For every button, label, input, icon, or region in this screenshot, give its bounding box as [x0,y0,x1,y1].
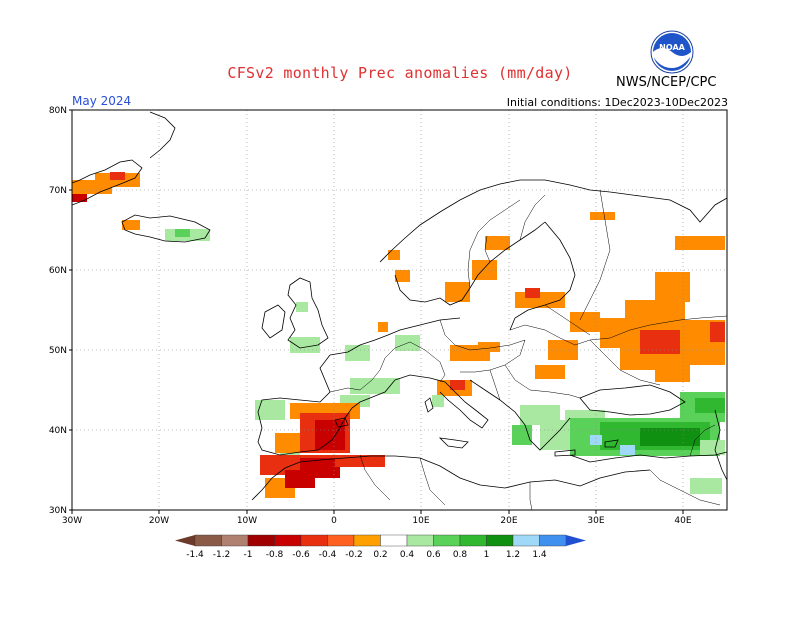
y-axis: 80N 70N 60N 50N 40N 30N [49,106,72,516]
colorbar-arrow-right [566,535,586,546]
chart-title: CFSv2 monthly Prec anomalies (mm/day) [227,64,573,82]
colorbar-swatch [327,534,355,547]
colorbar-label: -1.2 [213,550,231,560]
colorbar-swatch [247,534,275,547]
colorbar-label: 0.8 [453,550,468,560]
colorbar-swatch [459,534,487,547]
colorbar-label: 0.6 [426,550,441,560]
x-tick-label: 40E [674,516,691,526]
colorbar-swatch [406,534,434,547]
y-tick-label: 80N [49,106,67,116]
colorbar-label: -0.4 [319,550,337,560]
colorbar-label: -0.2 [345,550,363,560]
x-tick-label: 10E [412,516,429,526]
anomaly-cells [72,172,725,498]
colorbar-label: 1 [484,550,490,560]
x-axis: 30W 20W 10W 0 10E 20E 30E 40E [62,510,692,526]
initial-conditions-label: Initial conditions: 1Dec2023-10Dec2023 [506,96,728,109]
agency-label: NWS/NCEP/CPC [616,75,717,90]
noaa-logo: NOAA [650,30,694,74]
colorbar-label: 0.4 [400,550,415,560]
colorbar-swatch [221,534,249,547]
colorbar-swatch [380,534,408,547]
country-borders [319,189,727,510]
y-tick-label: 60N [49,266,67,276]
colorbar-label: 1.4 [532,550,547,560]
x-tick-label: 30E [587,516,604,526]
graticule [72,110,727,510]
colorbar-swatch [539,534,567,547]
colorbar-label: 0.2 [373,550,387,560]
y-tick-label: 40N [49,426,67,436]
colorbar-swatches [175,534,586,547]
colorbar-label: 1.2 [506,550,520,560]
colorbar-labels: -1.4 -1.2 -1 -0.8 -0.6 -0.4 -0.2 0.2 0.4 0.6 0.8 1 1… [186,550,547,560]
colorbar-swatch [300,534,328,547]
colorbar-label: -1.4 [186,550,204,560]
y-tick-label: 30N [49,506,67,516]
svg-text:NOAA: NOAA [659,43,685,52]
x-tick-label: 0 [331,516,337,526]
x-tick-label: 20W [149,516,169,526]
x-tick-label: 10W [237,516,257,526]
colorbar-swatch [353,534,381,547]
x-tick-label: 30W [62,516,82,526]
colorbar-swatch [512,534,540,547]
colorbar-label: -1 [244,550,253,560]
colorbar-swatch [274,534,302,547]
colorbar-label: -0.8 [266,550,284,560]
colorbar-label: -0.6 [292,550,310,560]
colorbar-arrow-left [175,535,195,546]
y-tick-label: 50N [49,346,67,356]
x-tick-label: 20E [500,516,517,526]
colorbar-swatch [433,534,461,547]
colorbar-swatch [486,534,514,547]
colorbar-swatch [194,534,222,547]
forecast-month-label: May 2024 [72,94,132,108]
y-tick-label: 70N [49,186,67,196]
map-frame [71,109,728,511]
coastlines [72,111,727,501]
